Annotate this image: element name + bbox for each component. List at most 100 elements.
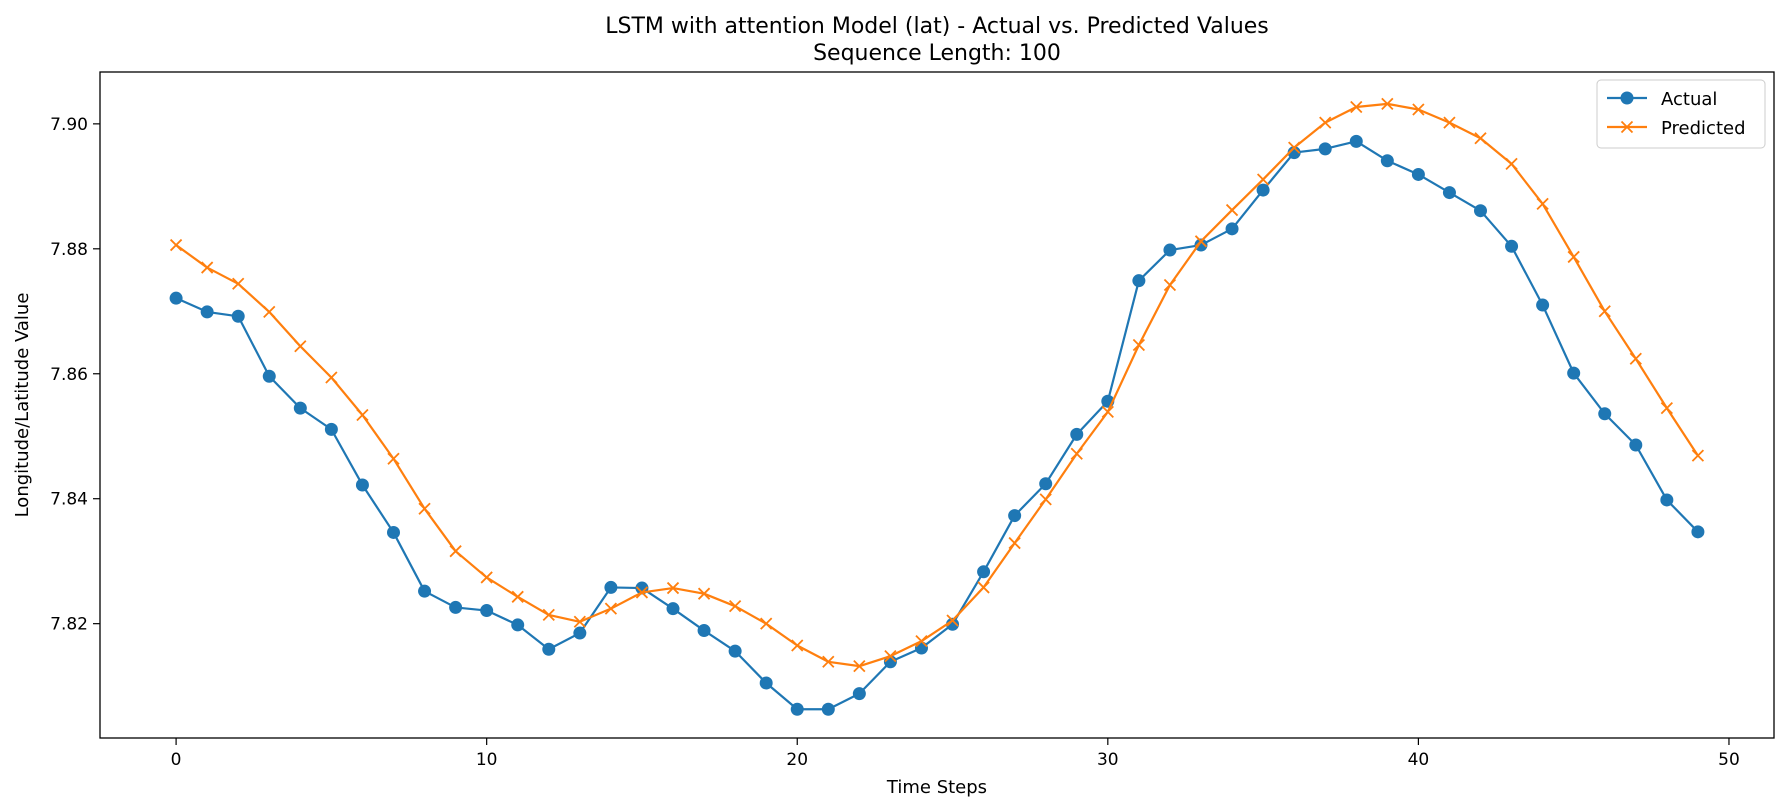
- y-tick-label: 7.84: [50, 490, 88, 510]
- data-point-actual: [1536, 298, 1550, 312]
- data-point-predicted: [480, 571, 493, 584]
- data-point-actual: [1505, 239, 1519, 253]
- data-point-predicted: [1319, 116, 1332, 129]
- data-point-predicted: [1256, 173, 1270, 186]
- legend-marker-actual: [1620, 91, 1634, 105]
- data-point-predicted: [449, 545, 462, 558]
- data-point-predicted: [169, 238, 183, 252]
- data-point-actual: [542, 642, 556, 656]
- data-point-predicted: [946, 614, 959, 627]
- data-point-predicted: [1629, 352, 1642, 365]
- data-point-actual: [169, 291, 183, 305]
- data-point-predicted: [635, 586, 649, 599]
- x-tick-label: 0: [171, 750, 182, 770]
- data-point-actual: [1287, 146, 1301, 160]
- data-point-actual: [262, 369, 276, 383]
- y-tick-label: 7.86: [50, 365, 88, 385]
- data-point-predicted: [1039, 493, 1052, 506]
- data-point-predicted: [791, 639, 804, 652]
- legend-label-actual: Actual: [1661, 89, 1717, 110]
- data-point-predicted: [1443, 116, 1456, 129]
- data-point-predicted: [666, 581, 680, 595]
- data-point-actual: [1474, 204, 1488, 218]
- data-point-actual: [480, 604, 494, 618]
- x-tick-label: 10: [476, 750, 498, 770]
- data-point-actual: [324, 422, 338, 436]
- data-point-predicted: [1567, 250, 1580, 264]
- data-point-actual: [200, 305, 214, 319]
- chart-title: LSTM with attention Model (lat) - Actual…: [605, 14, 1269, 39]
- data-point-actual: [231, 309, 245, 323]
- data-point-actual: [1442, 186, 1456, 200]
- x-tick-label: 30: [1097, 750, 1119, 770]
- data-point-actual: [759, 676, 773, 690]
- series-predicted: [169, 97, 1705, 673]
- data-point-predicted: [853, 660, 866, 673]
- data-point-predicted: [728, 600, 742, 613]
- data-point-actual: [386, 525, 400, 539]
- data-point-actual: [666, 602, 680, 616]
- data-point-actual: [449, 600, 463, 614]
- data-point-predicted: [1163, 278, 1177, 292]
- data-point-predicted: [201, 261, 214, 274]
- data-point-actual: [977, 565, 991, 579]
- data-point-predicted: [697, 587, 711, 600]
- data-point-predicted: [1101, 405, 1114, 419]
- data-point-predicted: [1225, 203, 1239, 217]
- data-point-actual: [511, 618, 525, 632]
- series-line-predicted: [175, 102, 1699, 668]
- data-point-predicted: [1194, 235, 1208, 248]
- series-layer: [169, 97, 1705, 716]
- data-point-predicted: [1381, 97, 1394, 110]
- y-tick-label: 7.90: [50, 115, 88, 135]
- data-point-predicted: [573, 615, 586, 628]
- data-point-predicted: [1008, 536, 1021, 550]
- data-point-predicted: [1536, 197, 1549, 210]
- data-point-predicted: [325, 371, 338, 384]
- y-axis-ticks: 7.82 7.84 7.86 7.88 7.90: [50, 115, 100, 635]
- x-tick-label: 50: [1718, 750, 1740, 770]
- y-tick-label: 7.88: [50, 240, 88, 260]
- data-point-predicted: [1350, 100, 1363, 114]
- data-point-predicted: [1132, 338, 1146, 352]
- data-point-actual: [1318, 142, 1332, 156]
- data-point-predicted: [915, 635, 928, 648]
- data-point-actual: [1163, 243, 1177, 257]
- x-tick-label: 20: [786, 750, 808, 770]
- data-point-actual: [1039, 477, 1053, 491]
- data-point-predicted: [232, 277, 245, 290]
- data-point-predicted: [542, 608, 555, 622]
- data-point-predicted: [387, 452, 400, 465]
- legend-label-predicted: Predicted: [1661, 118, 1746, 139]
- data-point-predicted: [1070, 447, 1083, 460]
- data-point-predicted: [263, 305, 276, 319]
- data-point-actual: [728, 644, 742, 658]
- data-point-actual: [1256, 183, 1270, 197]
- data-point-actual: [1070, 427, 1084, 441]
- data-point-predicted: [294, 340, 307, 353]
- data-point-predicted: [418, 502, 431, 515]
- legend-x-marker: [1620, 120, 1634, 134]
- series-actual: [169, 134, 1705, 716]
- data-point-predicted: [1474, 132, 1487, 145]
- data-point-actual: [1349, 134, 1363, 148]
- data-point-actual: [1598, 407, 1612, 421]
- data-point-actual: [1629, 438, 1643, 452]
- data-point-actual: [1380, 154, 1394, 168]
- data-point-actual: [790, 702, 804, 716]
- data-point-predicted: [1691, 449, 1705, 462]
- data-point-actual: [1194, 238, 1208, 252]
- data-point-predicted: [1660, 401, 1673, 415]
- data-point-predicted: [977, 581, 990, 594]
- data-point-actual: [1567, 366, 1581, 380]
- x-tick-label: 40: [1408, 750, 1430, 770]
- data-point-actual: [697, 624, 711, 638]
- x-axis-label: Time Steps: [886, 777, 987, 798]
- data-point-actual: [573, 626, 587, 640]
- data-point-actual: [1691, 525, 1705, 539]
- y-axis-label: Longitude/Latitude Value: [12, 293, 33, 518]
- data-point-actual: [1132, 274, 1146, 288]
- data-point-predicted: [760, 617, 773, 630]
